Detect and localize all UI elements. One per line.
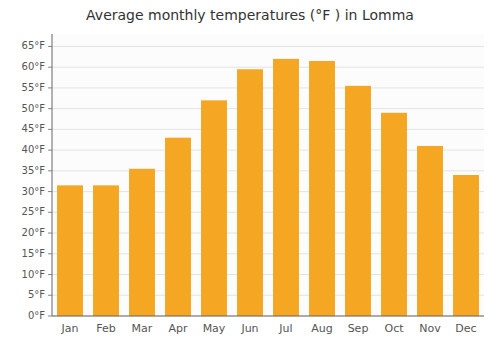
y-tick-label: 30°F — [22, 186, 46, 197]
y-tick-label: 5°F — [28, 289, 45, 300]
y-tick — [48, 129, 52, 130]
bars — [57, 59, 479, 316]
x-tick-label: Sep — [348, 322, 369, 335]
bar — [309, 61, 335, 316]
bar — [93, 185, 119, 316]
y-tick — [48, 295, 52, 296]
y-tick — [48, 212, 52, 213]
x-tick-label: May — [203, 322, 226, 335]
bar — [201, 100, 227, 316]
y-tick-label: 10°F — [22, 269, 46, 280]
x-tick-label: Feb — [96, 322, 115, 335]
y-axis: 0°F 5°F 10°F 15°F 20°F 25°F 30°F 35°F 40°F 45°F 50… — [22, 40, 52, 321]
x-axis-line — [52, 316, 484, 317]
x-tick-label: Dec — [455, 322, 476, 335]
y-tick-label: 25°F — [22, 206, 46, 217]
chart-container: 0°F 5°F 10°F 15°F 20°F 25°F 30°F 35°F 40°F 45°F 50… — [0, 0, 500, 350]
x-tick-label: Aug — [311, 322, 332, 335]
y-tick-label: 15°F — [22, 248, 46, 259]
y-tick — [48, 253, 52, 254]
y-tick — [48, 274, 52, 275]
x-tick-label: Apr — [168, 322, 188, 335]
bar — [165, 138, 191, 316]
y-tick-label: 55°F — [22, 82, 46, 93]
y-tick — [48, 170, 52, 171]
bar — [381, 113, 407, 316]
y-tick-label: 0°F — [28, 310, 45, 321]
y-tick-label: 20°F — [22, 227, 46, 238]
x-tick-label: Jun — [240, 322, 258, 335]
y-tick-label: 50°F — [22, 103, 46, 114]
bar — [57, 185, 83, 316]
y-tick-label: 35°F — [22, 165, 46, 176]
y-tick — [48, 87, 52, 88]
y-tick — [48, 108, 52, 109]
x-tick-label: Mar — [132, 322, 153, 335]
plot-background — [52, 34, 484, 316]
grid — [52, 46, 484, 316]
y-tick — [48, 191, 52, 192]
y-tick — [48, 316, 52, 317]
x-tick-label: Jul — [278, 322, 292, 335]
chart-svg: 0°F 5°F 10°F 15°F 20°F 25°F 30°F 35°F 40°F 45°F 50… — [0, 0, 500, 350]
x-tick-label: Nov — [419, 322, 441, 335]
y-tick — [48, 233, 52, 234]
x-axis: Jan Feb Mar Apr May Jun Jul Aug Sep Oct Nov Dec — [61, 322, 477, 335]
grid-line — [52, 87, 484, 88]
bar — [345, 86, 371, 316]
y-tick-label: 65°F — [22, 40, 46, 51]
bar — [453, 175, 479, 316]
bar — [273, 59, 299, 316]
x-tick-label: Jan — [61, 322, 79, 335]
grid-line — [52, 67, 484, 68]
y-tick-label: 45°F — [22, 123, 46, 134]
x-tick-label: Oct — [384, 322, 404, 335]
y-tick — [48, 67, 52, 68]
y-tick-label: 40°F — [22, 144, 46, 155]
grid-line — [52, 129, 484, 130]
y-tick — [48, 150, 52, 151]
y-tick-label: 60°F — [22, 61, 46, 72]
bar — [237, 69, 263, 316]
y-axis-line — [52, 34, 53, 316]
title: Average monthly temperatures (°F ) in Lo… — [86, 7, 414, 23]
grid-line — [52, 108, 484, 109]
y-tick — [48, 46, 52, 47]
bar — [129, 169, 155, 316]
grid-line — [52, 316, 484, 317]
bar — [417, 146, 443, 316]
grid-line — [52, 46, 484, 47]
